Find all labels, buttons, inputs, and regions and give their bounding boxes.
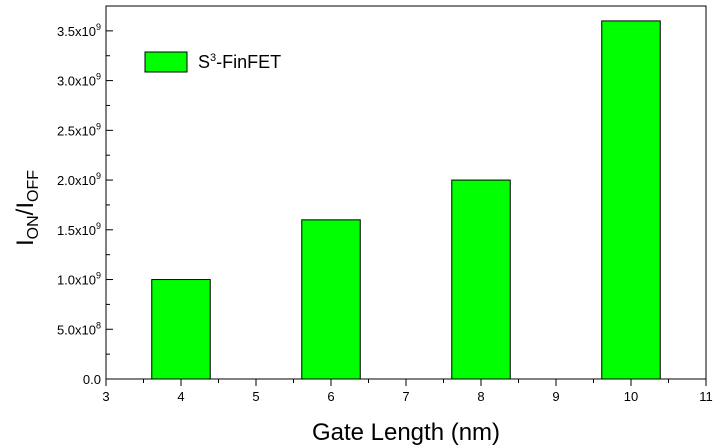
y-tick-label: 1.5x109 [57,221,101,238]
bar-10 [601,20,661,380]
y-tick-label: 3.0x109 [57,72,101,89]
legend-label-superscript: 3 [210,52,216,64]
legend-label-suffix: -FinFET [216,52,281,72]
x-tick-label: 5 [252,389,259,404]
y-tick-label: 3.5x109 [57,22,101,39]
x-tick-label: 9 [552,389,559,404]
y-axis-title-off-subscript: OFF [25,170,42,202]
legend-label: S3-FinFET [198,52,281,72]
x-tick-label: 3 [102,389,109,404]
x-tick-label: 8 [477,389,484,404]
x-tick-label: 6 [327,389,334,404]
x-tick-label: 10 [624,389,638,404]
y-ticks-group: 0.0 5.0x108 1.0x109 1.5x109 2.0x109 2.5x109 3.… [57,5,113,387]
y-tick-label: 2.0x109 [57,171,101,188]
bar-6 [301,219,361,380]
y-axis-title: ION/IOFF [12,170,42,246]
y-axis-title-separator: / [12,208,39,215]
y-tick-label: 2.5x109 [57,121,101,138]
y-tick-label: 1.0x109 [57,271,101,288]
x-axis-title: Gate Length (nm) [312,419,500,446]
x-tick-label: 4 [177,389,184,404]
legend-label-prefix: S [198,52,210,72]
bar-4 [151,279,211,380]
y-axis-title-on-subscript: ON [25,215,42,239]
legend-swatch [144,51,188,73]
x-tick-label: 7 [402,389,409,404]
plot-frame [105,5,707,380]
bar-8 [451,179,511,380]
y-axis-title-i-on: I [12,239,39,246]
y-tick-label: 0.0 [83,372,101,387]
y-axis-title-i-off: I [12,202,39,209]
x-ticks-group: 3 4 5 6 7 8 9 10 11 [102,379,713,404]
y-tick-label: 5.0x108 [57,320,101,337]
x-tick-label: 11 [699,389,713,404]
bars-group [151,20,661,380]
legend: S3-FinFET [144,51,281,73]
